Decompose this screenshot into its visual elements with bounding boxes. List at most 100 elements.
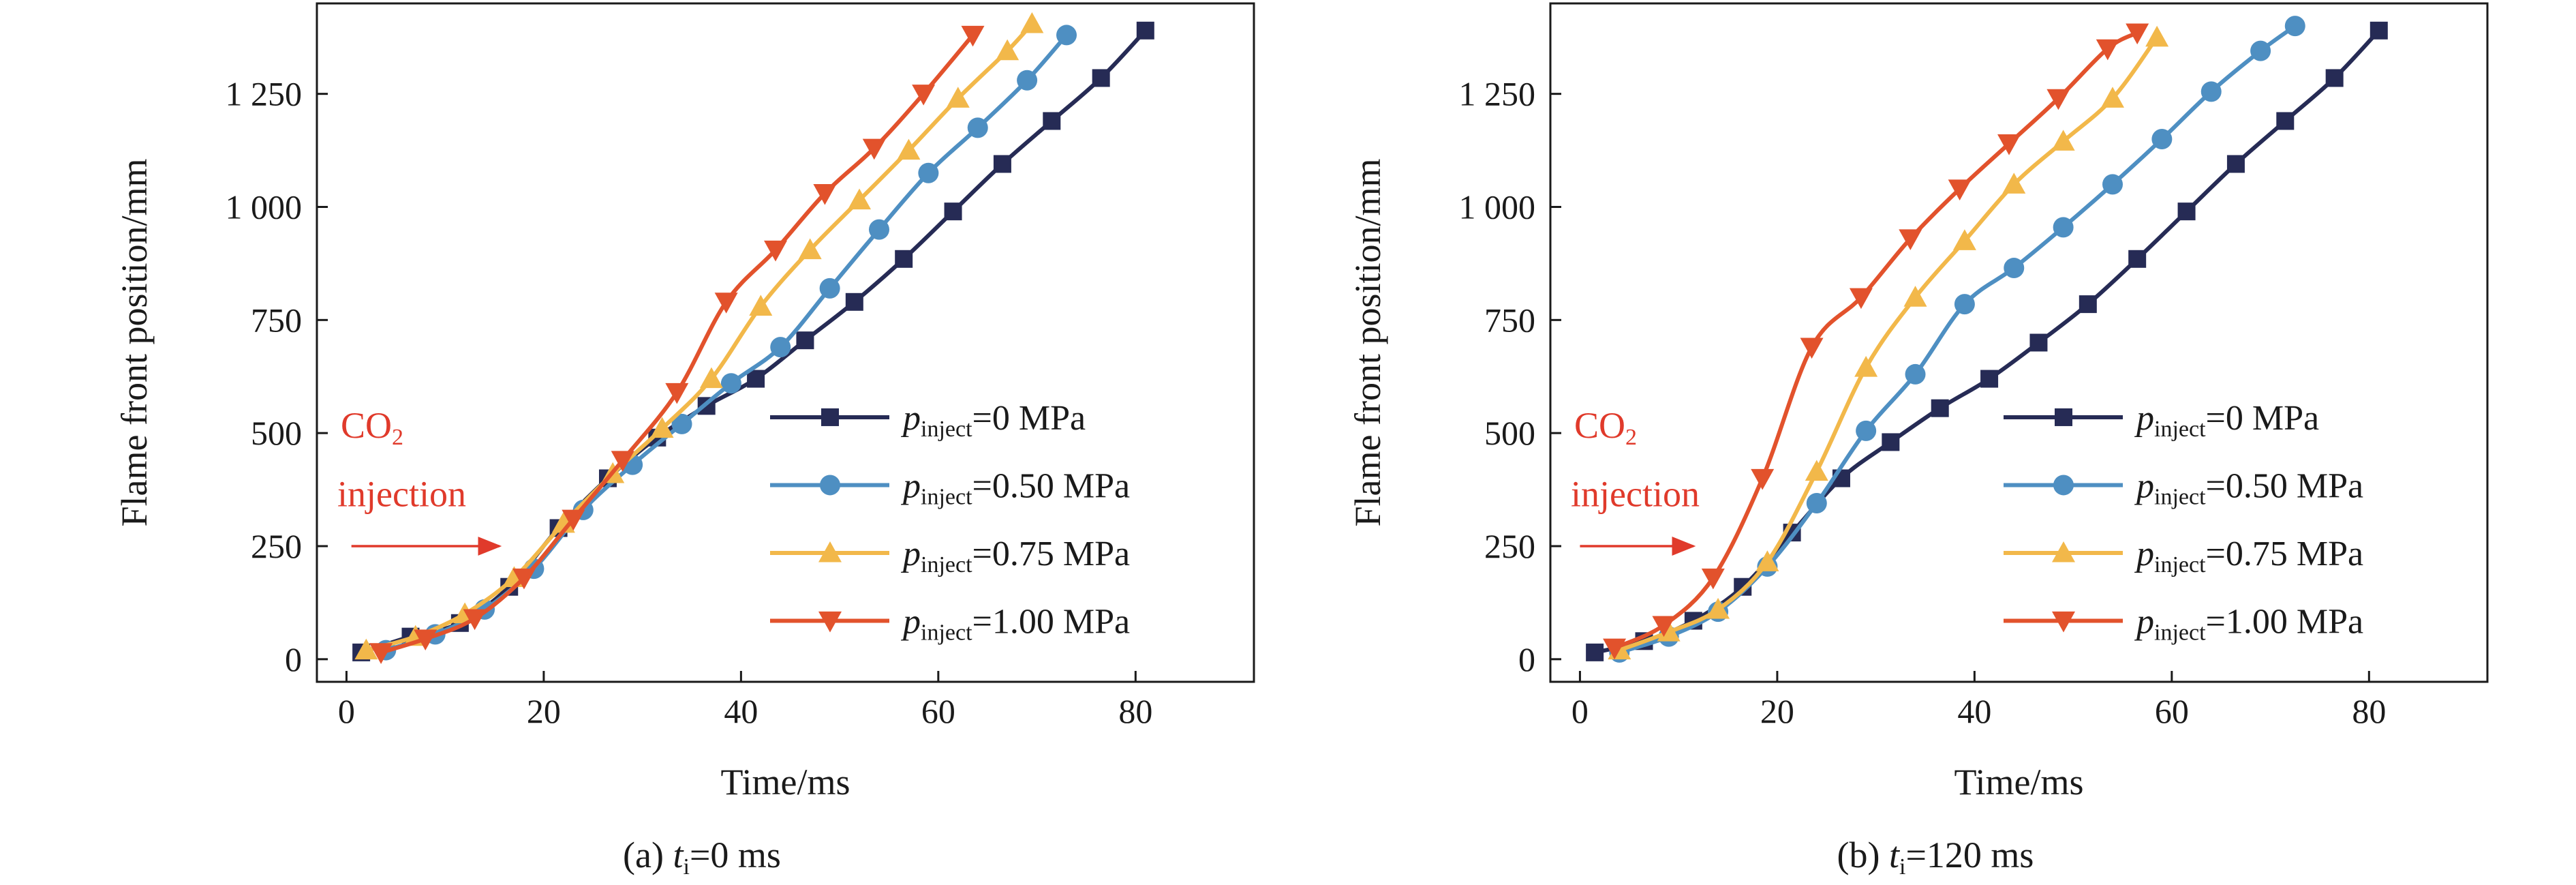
marker-circle bbox=[1856, 420, 1877, 441]
marker-circle bbox=[967, 117, 988, 138]
marker-square bbox=[1882, 433, 1900, 451]
marker-square bbox=[845, 292, 863, 311]
legend-sub: inject bbox=[2154, 417, 2206, 442]
caption-t: t bbox=[1889, 835, 1901, 875]
legend-label: pinject=0.50 MPa bbox=[2134, 466, 2363, 509]
legend-item-triangle-down: pinject=1.00 MPa bbox=[770, 602, 1130, 645]
x-tick-label: 80 bbox=[2352, 692, 2386, 730]
legend-sub: inject bbox=[2154, 620, 2206, 645]
x-tick-label: 60 bbox=[921, 692, 955, 730]
y-tick-label: 750 bbox=[251, 301, 302, 339]
marker-triangle-down bbox=[1701, 568, 1725, 590]
annotation-sub: 2 bbox=[392, 425, 403, 450]
marker-square bbox=[2276, 112, 2295, 130]
legend-sub: inject bbox=[921, 417, 972, 442]
legend-label: pinject=0.75 MPa bbox=[900, 535, 1130, 578]
marker-square bbox=[796, 331, 814, 350]
marker-square bbox=[2029, 333, 2048, 352]
x-tick-label: 0 bbox=[338, 692, 355, 730]
annotation-co: CO bbox=[341, 405, 392, 446]
y-tick-label: 0 bbox=[285, 640, 302, 678]
marker-square bbox=[747, 370, 765, 388]
marker-square bbox=[993, 155, 1011, 173]
marker-triangle-up bbox=[1952, 229, 1976, 250]
x-tick-label: 20 bbox=[1760, 692, 1794, 730]
legend-item-square: pinject=0 MPa bbox=[770, 399, 1086, 442]
y-tick-label: 250 bbox=[1484, 527, 1535, 565]
marker-triangle-down bbox=[1652, 616, 1676, 638]
marker-square bbox=[1980, 370, 1999, 388]
y-tick-label: 1 250 bbox=[1459, 75, 1536, 113]
legend-value: =0 MPa bbox=[972, 399, 1086, 438]
marker-triangle-down bbox=[1997, 134, 2021, 155]
marker-triangle-down bbox=[665, 382, 689, 404]
annotation-sub: 2 bbox=[1625, 425, 1637, 450]
marker-circle bbox=[2201, 81, 2222, 102]
marker-triangle-down bbox=[1948, 179, 1972, 200]
x-tick-label: 0 bbox=[1571, 692, 1589, 730]
marker-triangle-down bbox=[818, 611, 842, 633]
legend-sub: inject bbox=[921, 484, 972, 509]
legend-sub: inject bbox=[921, 552, 972, 578]
marker-square bbox=[821, 408, 839, 426]
marker-triangle-up bbox=[749, 295, 773, 316]
marker-triangle-down bbox=[369, 643, 393, 664]
y-tick-label: 1 000 bbox=[1459, 188, 1536, 226]
legend-label: pinject=0.75 MPa bbox=[2134, 535, 2363, 578]
marker-circle bbox=[2250, 40, 2271, 61]
caption-prefix: (b) bbox=[1837, 835, 1889, 875]
legend-value: =1.00 MPa bbox=[972, 602, 1131, 641]
series-line bbox=[1617, 35, 2160, 652]
legend-value: =1.00 MPa bbox=[2206, 602, 2364, 641]
y-axis-label: Flame front position/mm bbox=[1347, 159, 1388, 527]
marker-circle bbox=[2053, 217, 2074, 238]
marker-square bbox=[1092, 69, 1110, 87]
caption-suffix: =0 ms bbox=[690, 835, 781, 875]
marker-circle bbox=[2284, 16, 2305, 37]
marker-circle bbox=[671, 413, 692, 434]
caption-sub: i bbox=[1899, 854, 1905, 880]
annotation-co2: CO2 bbox=[1574, 405, 1637, 450]
marker-triangle-up bbox=[897, 138, 921, 160]
panel-caption: (b) ti=120 ms bbox=[1837, 835, 2034, 880]
legend-value: =0.75 MPa bbox=[2206, 535, 2364, 573]
legend-value: =0 MPa bbox=[2206, 399, 2320, 438]
y-tick-label: 750 bbox=[1484, 301, 1535, 339]
y-axis-label: Flame front position/mm bbox=[114, 159, 155, 527]
marker-square bbox=[2055, 408, 2072, 426]
caption-prefix: (a) bbox=[623, 835, 673, 875]
marker-square bbox=[1136, 21, 1154, 40]
chart-panel-b: 0 20 40 60 80 0 250 500 750 1 000 1 250 Time/ms Flam… bbox=[1347, 2, 2489, 880]
legend-item-triangle-up: pinject=0.75 MPa bbox=[770, 535, 1130, 578]
marker-circle bbox=[1954, 294, 1975, 315]
plot-frame bbox=[316, 2, 1255, 683]
marker-square bbox=[944, 202, 962, 221]
marker-triangle-down bbox=[512, 568, 536, 590]
marker-triangle-down bbox=[961, 25, 985, 47]
marker-circle bbox=[2151, 129, 2173, 149]
legend-label: pinject=1.00 MPa bbox=[900, 602, 1130, 645]
marker-triangle-down bbox=[862, 138, 886, 160]
marker-square bbox=[2370, 21, 2388, 40]
marker-square bbox=[2325, 69, 2344, 87]
marker-triangle-down bbox=[2126, 23, 2149, 45]
series-line bbox=[379, 33, 975, 655]
legend-label: pinject=0 MPa bbox=[2134, 399, 2319, 442]
marker-triangle-down bbox=[2052, 611, 2075, 633]
marker-circle bbox=[2053, 475, 2074, 496]
panel-caption: (a) ti=0 ms bbox=[623, 835, 781, 880]
marker-square bbox=[2079, 295, 2097, 314]
marker-circle bbox=[869, 219, 889, 240]
marker-circle bbox=[720, 373, 741, 394]
x-tick-label: 40 bbox=[1957, 692, 1991, 730]
legend-label: pinject=1.00 MPa bbox=[2134, 602, 2363, 645]
marker-circle bbox=[2102, 174, 2123, 195]
y-tick-label: 500 bbox=[251, 414, 302, 452]
legend-label: pinject=0 MPa bbox=[900, 399, 1086, 442]
marker-triangle-down bbox=[813, 184, 837, 205]
marker-square bbox=[895, 250, 913, 268]
marker-triangle-up bbox=[2052, 541, 2075, 562]
marker-square bbox=[1586, 643, 1604, 661]
caption-sub: i bbox=[684, 854, 690, 880]
